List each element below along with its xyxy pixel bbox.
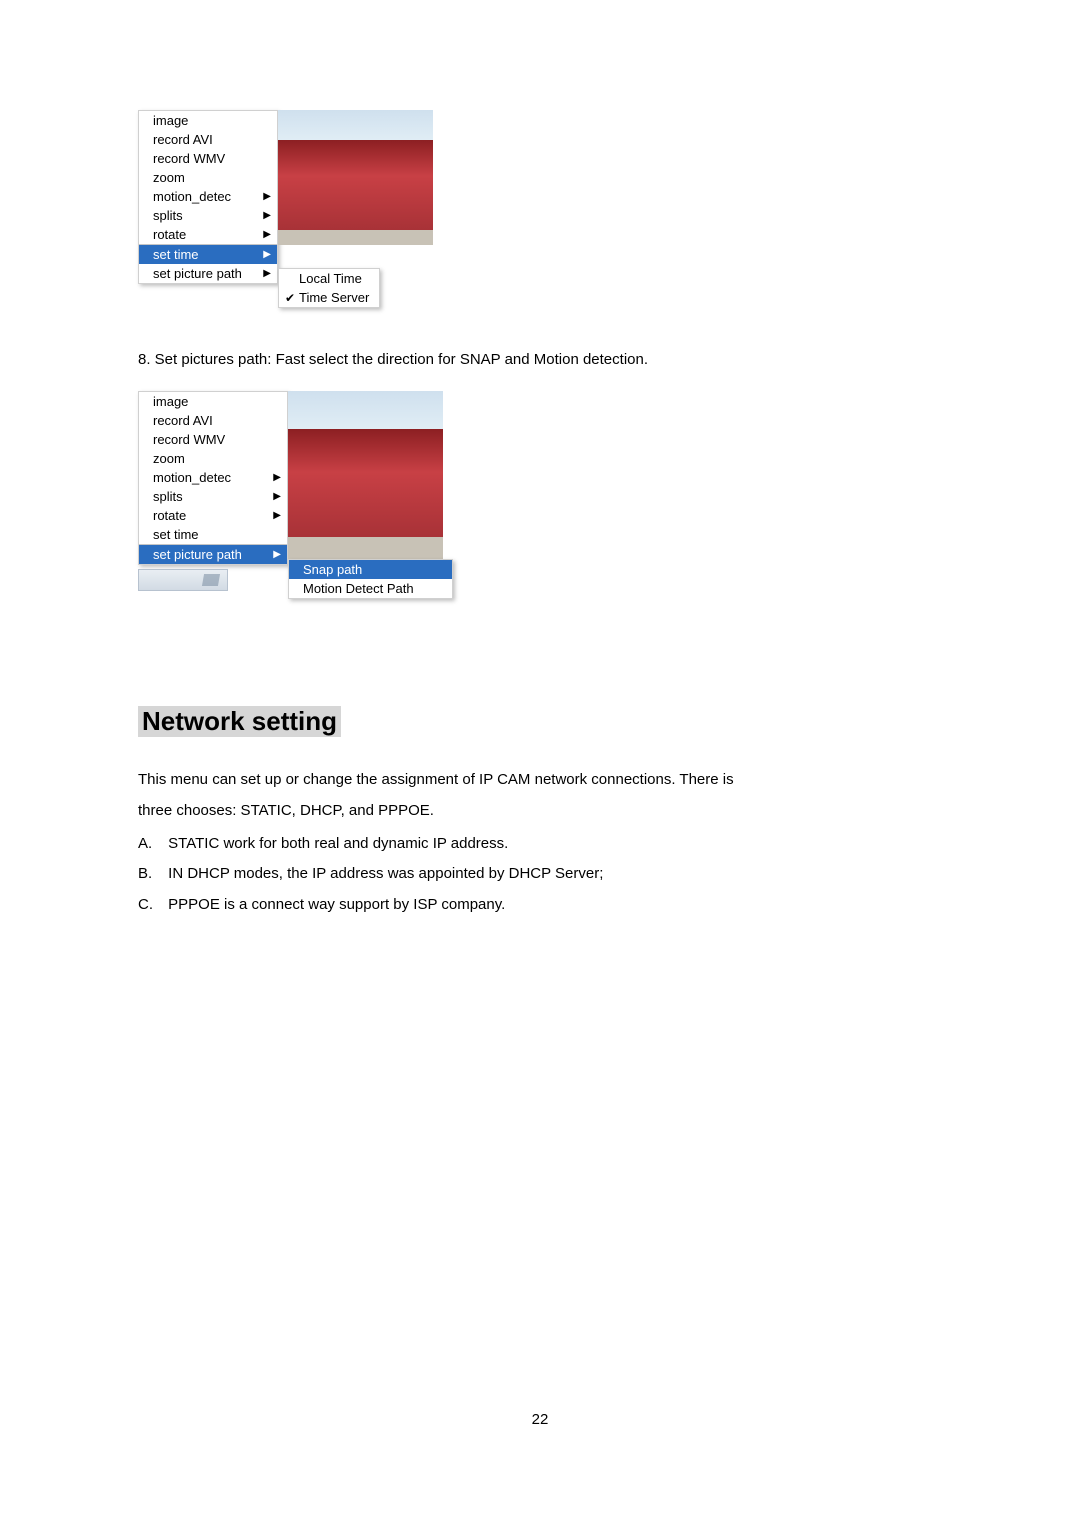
menu-item-splits[interactable]: splits ▶: [139, 206, 277, 225]
menu-item-label: set time: [153, 527, 199, 542]
menu-item-label: set picture path: [153, 547, 242, 562]
menu-item-image[interactable]: image: [139, 392, 287, 411]
submenu-item-label: Motion Detect Path: [303, 581, 414, 596]
section-intro-line: three chooses: STATIC, DHCP, and PPPOE.: [138, 796, 950, 827]
menu-item-label: record AVI: [153, 413, 213, 428]
menu-item-set-time[interactable]: set time: [139, 525, 287, 544]
submenu-item-label: Local Time: [299, 271, 362, 286]
submenu-arrow-icon: ▶: [273, 549, 281, 560]
step-8-text: 8. Set pictures path: Fast select the di…: [138, 346, 950, 373]
submenu[interactable]: Local Time ✔ Time Server: [278, 268, 380, 308]
menu-item-label: rotate: [153, 227, 186, 242]
menu-item-record-avi[interactable]: record AVI: [139, 411, 287, 430]
submenu-arrow-icon: ▶: [263, 191, 271, 202]
menu-item-motion-detec[interactable]: motion_detec ▶: [139, 187, 277, 206]
list-item: A. STATIC work for both real and dynamic…: [138, 829, 950, 860]
submenu-item-time-server[interactable]: ✔ Time Server: [279, 288, 379, 307]
submenu-set-time: Local Time ✔ Time Server: [278, 268, 380, 308]
list-letter: B.: [138, 859, 164, 890]
submenu[interactable]: Snap path Motion Detect Path: [288, 559, 453, 599]
menu-item-motion-detec[interactable]: motion_detec ▶: [139, 468, 287, 487]
submenu-arrow-icon: ▶: [273, 510, 281, 521]
submenu-arrow-icon: ▶: [263, 229, 271, 240]
submenu-item-snap-path[interactable]: Snap path: [289, 560, 452, 579]
menu-item-label: record WMV: [153, 432, 225, 447]
page: image record AVI record WMV zoom motion_…: [0, 0, 1080, 921]
menu-item-set-time[interactable]: set time ▶: [139, 245, 277, 264]
context-menu-set-time: image record AVI record WMV zoom motion_…: [138, 110, 950, 320]
submenu-set-picture-path: Snap path Motion Detect Path: [288, 559, 453, 599]
menu-item-label: rotate: [153, 508, 186, 523]
submenu-arrow-icon: ▶: [273, 491, 281, 502]
menu-item-label: record AVI: [153, 132, 213, 147]
menu-item-rotate[interactable]: rotate ▶: [139, 506, 287, 525]
menu-item-set-picture-path[interactable]: set picture path ▶: [139, 545, 287, 564]
submenu-item-label: Snap path: [303, 562, 362, 577]
check-icon: ✔: [285, 291, 299, 305]
section-intro-line: This menu can set up or change the assig…: [138, 765, 950, 796]
submenu-arrow-icon: ▶: [263, 210, 271, 221]
section-body: This menu can set up or change the assig…: [138, 765, 950, 921]
list-text: PPPOE is a connect way support by ISP co…: [168, 896, 505, 913]
menu-item-label: splits: [153, 489, 183, 504]
menu-item-record-wmv[interactable]: record WMV: [139, 430, 287, 449]
menu-item-set-picture-path[interactable]: set picture path ▶: [139, 264, 277, 283]
menu-item-label: record WMV: [153, 151, 225, 166]
context-menu[interactable]: image record AVI record WMV zoom motion_…: [138, 391, 288, 565]
video-preview: [288, 391, 443, 559]
section-title-network-setting: Network setting: [138, 706, 341, 737]
list-text: STATIC work for both real and dynamic IP…: [168, 835, 508, 852]
menu-item-record-wmv[interactable]: record WMV: [139, 149, 277, 168]
submenu-item-label: Time Server: [299, 290, 369, 305]
menu-item-rotate[interactable]: rotate ▶: [139, 225, 277, 244]
list-item: C. PPPOE is a connect way support by ISP…: [138, 890, 950, 921]
list-letter: A.: [138, 829, 164, 860]
submenu-arrow-icon: ▶: [263, 268, 271, 279]
menu-item-label: zoom: [153, 451, 185, 466]
lettered-list: A. STATIC work for both real and dynamic…: [138, 829, 950, 921]
menu-item-label: zoom: [153, 170, 185, 185]
list-item: B. IN DHCP modes, the IP address was app…: [138, 859, 950, 890]
menu-item-label: motion_detec: [153, 189, 231, 204]
video-preview: [278, 110, 433, 245]
menu-item-label: motion_detec: [153, 470, 231, 485]
list-text: IN DHCP modes, the IP address was appoin…: [168, 865, 603, 882]
menu-item-label: image: [153, 394, 188, 409]
submenu-item-motion-detect-path[interactable]: Motion Detect Path: [289, 579, 452, 598]
context-menu[interactable]: image record AVI record WMV zoom motion_…: [138, 110, 278, 284]
menu-item-image[interactable]: image: [139, 111, 277, 130]
list-letter: C.: [138, 890, 164, 921]
toolbar-fragment: [138, 569, 228, 591]
page-number: 22: [0, 1411, 1080, 1428]
menu-item-record-avi[interactable]: record AVI: [139, 130, 277, 149]
menu-item-label: set picture path: [153, 266, 242, 281]
menu-item-label: set time: [153, 247, 199, 262]
menu-item-zoom[interactable]: zoom: [139, 449, 287, 468]
menu-item-label: splits: [153, 208, 183, 223]
menu-item-splits[interactable]: splits ▶: [139, 487, 287, 506]
context-menu-set-picture-path: image record AVI record WMV zoom motion_…: [138, 391, 950, 616]
submenu-arrow-icon: ▶: [263, 249, 271, 260]
menu-item-zoom[interactable]: zoom: [139, 168, 277, 187]
submenu-arrow-icon: ▶: [273, 472, 281, 483]
submenu-item-local-time[interactable]: Local Time: [279, 269, 379, 288]
menu-item-label: image: [153, 113, 188, 128]
